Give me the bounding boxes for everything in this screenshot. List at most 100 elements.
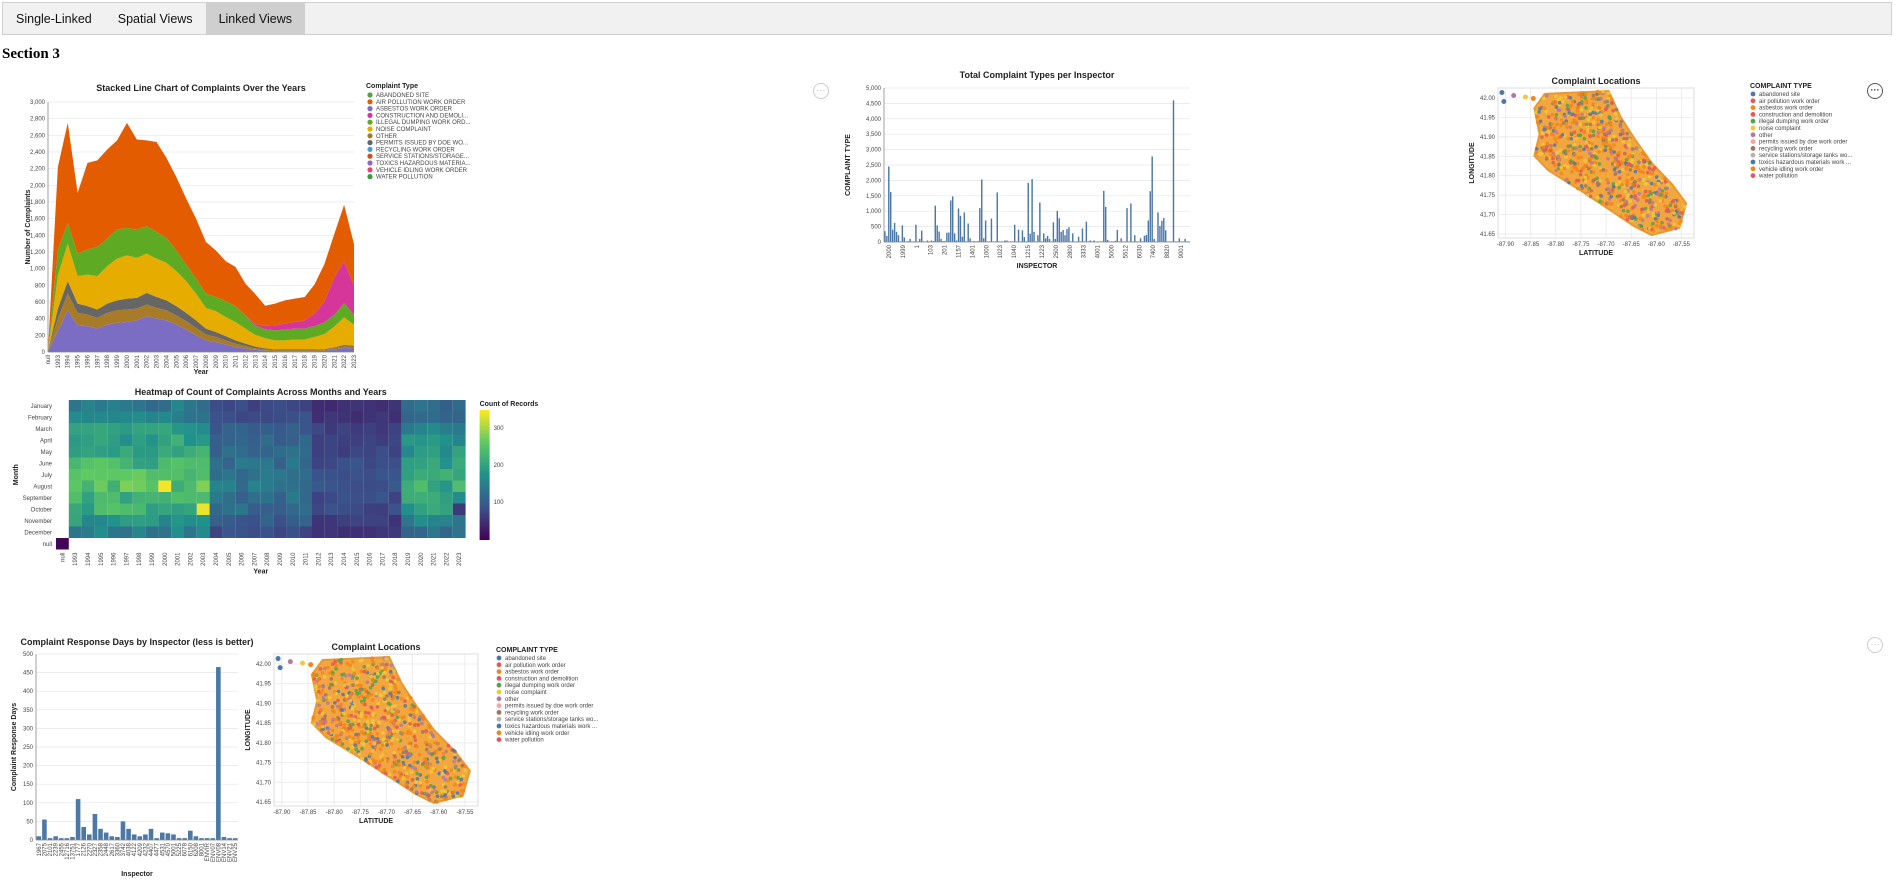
map-point bbox=[1550, 122, 1554, 126]
map-point bbox=[356, 695, 361, 699]
map-point bbox=[382, 690, 387, 695]
chart-menu-button-2[interactable]: ··· bbox=[1867, 83, 1883, 99]
map-point bbox=[395, 725, 399, 729]
map-point bbox=[321, 684, 325, 689]
chart-menu-button-3[interactable]: ··· bbox=[1867, 637, 1883, 653]
map-point bbox=[360, 746, 364, 751]
heatmap-cell bbox=[440, 492, 453, 504]
map-point bbox=[426, 765, 430, 770]
map-point bbox=[331, 671, 335, 675]
map-point bbox=[363, 710, 368, 715]
response-days-chart[interactable]: Complaint Response Days by Inspector (le… bbox=[0, 632, 290, 884]
map-point bbox=[412, 715, 417, 720]
map-point bbox=[362, 669, 366, 674]
map-point bbox=[371, 719, 375, 723]
heatmap-cell bbox=[184, 469, 197, 481]
map-point bbox=[1603, 148, 1608, 152]
map-outlier-point bbox=[1511, 93, 1517, 98]
map-point bbox=[371, 749, 376, 753]
complaint-map-top-svg[interactable]: Complaint Locations-87.90 -87.85 -87.80 -87… bbox=[1456, 76, 1876, 318]
map-point bbox=[314, 685, 318, 690]
map-point bbox=[397, 770, 402, 775]
map-outlier-point bbox=[1530, 96, 1536, 101]
map-point bbox=[1655, 219, 1659, 224]
y-tick-label: 41.70 bbox=[256, 780, 272, 786]
map-point bbox=[397, 718, 402, 722]
stacked-area-svg[interactable]: Stacked Line Chart of Complaints Over th… bbox=[0, 78, 620, 388]
heatmap-cell bbox=[56, 538, 69, 550]
bar bbox=[957, 208, 960, 242]
bar bbox=[1023, 237, 1026, 242]
map-point bbox=[1679, 219, 1683, 224]
response-days-svg[interactable]: Complaint Response Days by Inspector (le… bbox=[0, 632, 290, 884]
heatmap-cell bbox=[184, 480, 197, 492]
map-point bbox=[354, 709, 359, 714]
x-axis-title: Year bbox=[194, 369, 209, 376]
heatmap-cell bbox=[248, 423, 261, 435]
legend-item: vehicle idling work order bbox=[505, 731, 569, 737]
complaint-map-bottom[interactable]: Complaint Locations -87.90 -87.85 -87.80 -87… bbox=[245, 632, 720, 884]
heatmap-cell bbox=[401, 423, 415, 435]
legend-symbol bbox=[1750, 159, 1756, 165]
map-point bbox=[1593, 155, 1598, 160]
heatmap-svg[interactable]: Heatmap of Count of Complaints Across Mo… bbox=[0, 387, 660, 618]
map-point bbox=[455, 791, 460, 795]
map-point bbox=[374, 765, 379, 770]
x-tick-label: 1998 bbox=[137, 552, 143, 566]
legend-symbol bbox=[496, 689, 502, 695]
heatmap-cell bbox=[196, 503, 210, 515]
heatmap-cell bbox=[107, 469, 120, 481]
map-point bbox=[372, 742, 377, 746]
bar bbox=[1147, 220, 1150, 242]
map-point bbox=[418, 773, 423, 777]
map-point bbox=[1581, 166, 1586, 170]
complaint-map-top[interactable]: Complaint Locations -87.90 -87.85 -87.80 -87… bbox=[1456, 76, 1876, 318]
heatmap-cell bbox=[81, 469, 95, 481]
heatmap-cell bbox=[184, 515, 197, 527]
map-point bbox=[459, 789, 464, 793]
x-tick-label: 5512 bbox=[1123, 244, 1129, 258]
map-point bbox=[388, 728, 392, 732]
inspector-bar-chart[interactable]: Total Complaint Types per Inspector 0 500 1… bbox=[842, 70, 1452, 338]
heatmap-cell bbox=[248, 434, 261, 446]
x-tick-label: 2239 bbox=[54, 842, 60, 856]
map-point bbox=[1682, 204, 1687, 209]
map-point bbox=[1636, 198, 1640, 202]
stacked-area-chart[interactable]: Stacked Line Chart of Complaints Over th… bbox=[0, 78, 620, 388]
chart-menu-button-1[interactable]: ··· bbox=[813, 83, 829, 99]
map-point bbox=[412, 760, 417, 765]
map-point bbox=[375, 666, 380, 670]
y-tick-label: 1,400 bbox=[30, 233, 46, 239]
heatmap-cell bbox=[324, 400, 338, 412]
inspector-bar-svg[interactable]: Total Complaint Types per Inspector05001… bbox=[842, 70, 1452, 338]
map-point bbox=[1587, 143, 1592, 148]
legend-symbol bbox=[1750, 98, 1756, 104]
map-point bbox=[383, 708, 388, 713]
heatmap-chart[interactable]: Heatmap of Count of Complaints Across Mo… bbox=[0, 387, 660, 618]
x-tick-label: 2005 bbox=[227, 552, 233, 566]
map-point bbox=[1596, 131, 1601, 135]
heatmap-cell bbox=[440, 457, 453, 469]
y-axis-title: COMPLAINT TYPE bbox=[845, 134, 852, 196]
map-point bbox=[444, 749, 448, 754]
heatmap-cell bbox=[68, 492, 82, 504]
complaint-map-bottom-svg[interactable]: Complaint Locations-87.90 -87.85 -87.80 -87… bbox=[245, 632, 720, 884]
heatmap-cell bbox=[68, 515, 82, 527]
bar bbox=[932, 241, 935, 242]
x-tick-label: ENVIR bbox=[205, 842, 211, 861]
tab-single-linked[interactable]: Single-Linked bbox=[16, 12, 92, 26]
tab-spatial-views[interactable]: Spatial Views bbox=[117, 12, 193, 26]
map-point bbox=[1559, 171, 1564, 176]
heatmap-cell bbox=[324, 434, 338, 446]
map-point bbox=[396, 779, 400, 784]
x-tick-label: 2327 bbox=[93, 842, 99, 856]
bar bbox=[1043, 233, 1045, 242]
heatmap-cell bbox=[401, 457, 415, 469]
x-tick-label: 6150 bbox=[188, 842, 194, 856]
tab-linked-views[interactable]: Linked Views bbox=[205, 3, 305, 34]
heatmap-cell bbox=[94, 434, 108, 446]
heatmap-cell bbox=[260, 526, 274, 538]
map-point bbox=[368, 741, 373, 746]
heatmap-cell bbox=[440, 400, 453, 412]
x-tick-label: 9001 bbox=[1179, 244, 1185, 258]
